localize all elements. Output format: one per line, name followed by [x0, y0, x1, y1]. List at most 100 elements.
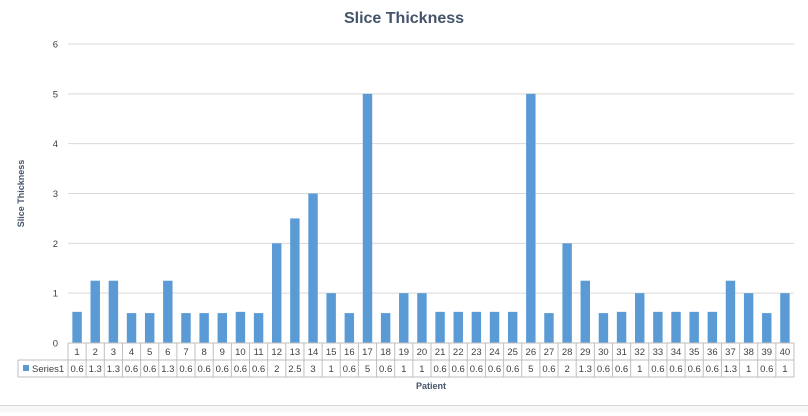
bar	[707, 311, 718, 343]
bar	[598, 313, 609, 343]
data-label: 5	[365, 364, 370, 375]
bar	[580, 280, 590, 343]
x-tick-label: 4	[129, 347, 134, 358]
data-label: 0.6	[506, 364, 519, 375]
bar	[562, 243, 572, 343]
x-tick-label: 28	[562, 347, 573, 358]
bar	[181, 313, 191, 343]
data-label: 1	[782, 364, 787, 375]
x-tick-label: 21	[435, 347, 446, 358]
data-label: 0.6	[216, 364, 229, 375]
bar	[308, 193, 318, 343]
data-label: 0.6	[470, 364, 483, 375]
data-label: 0.6	[688, 364, 701, 375]
x-tick-label: 24	[489, 347, 500, 358]
data-label: 0.6	[542, 364, 555, 375]
x-tick-label: 38	[743, 347, 754, 358]
data-label: 1	[329, 364, 334, 375]
bar	[780, 293, 790, 343]
bar	[362, 93, 373, 343]
data-label: 0.6	[234, 364, 247, 375]
x-tick-label: 37	[725, 347, 736, 358]
x-tick-label: 19	[398, 347, 409, 358]
x-tick-label: 33	[653, 347, 664, 358]
x-tick-label: 36	[707, 347, 718, 358]
bar	[235, 311, 246, 343]
bar	[199, 313, 209, 343]
x-tick-label: 31	[616, 347, 627, 358]
x-tick-label: 16	[344, 347, 355, 358]
data-label: 1	[401, 364, 406, 375]
data-label: 1.3	[579, 364, 592, 375]
y-tick-label: 3	[53, 189, 58, 200]
data-label: 0.6	[706, 364, 719, 375]
data-label: 1.3	[161, 364, 174, 375]
x-tick-label: 14	[308, 347, 319, 358]
x-tick-label: 39	[761, 347, 772, 358]
x-axis-title: Patient	[416, 381, 446, 391]
bar	[616, 311, 627, 343]
bar	[653, 311, 663, 343]
x-tick-label: 23	[471, 347, 482, 358]
y-tick-label: 2	[53, 239, 58, 250]
x-tick-label: 20	[417, 347, 428, 358]
x-tick-label: 25	[507, 347, 518, 358]
bar	[290, 218, 300, 343]
x-tick-label: 26	[526, 347, 537, 358]
data-label: 0.6	[343, 364, 356, 375]
bar	[435, 311, 445, 343]
x-tick-label: 3	[111, 347, 116, 358]
x-tick-label: 17	[362, 347, 373, 358]
x-tick-label: 34	[671, 347, 682, 358]
x-tick-label: 32	[634, 347, 645, 358]
data-label: 3	[310, 364, 315, 375]
data-label: 0.6	[669, 364, 682, 375]
x-tick-label: 8	[201, 347, 206, 358]
bar	[725, 280, 736, 343]
x-tick-label: 7	[183, 347, 188, 358]
data-label: 0.6	[179, 364, 192, 375]
data-label: 0.6	[143, 364, 156, 375]
x-tick-label: 13	[290, 347, 301, 358]
bar	[417, 293, 427, 343]
y-tick-label: 6	[53, 40, 58, 51]
data-label: 0.6	[615, 364, 628, 375]
bar	[272, 243, 282, 343]
data-label: 0.6	[379, 364, 392, 375]
bar	[743, 293, 754, 343]
bar	[399, 293, 409, 343]
bar	[344, 313, 355, 343]
data-label: 0.6	[198, 364, 211, 375]
y-tick-label: 5	[53, 89, 58, 100]
bar	[253, 313, 264, 343]
x-tick-label: 40	[780, 347, 791, 358]
y-tick-label: 4	[53, 139, 58, 150]
bar	[108, 280, 119, 343]
bar	[90, 280, 100, 343]
bar	[526, 93, 536, 343]
data-label: 1	[637, 364, 642, 375]
x-tick-label: 29	[580, 347, 591, 358]
data-label: 0.6	[70, 364, 83, 375]
bar	[689, 311, 699, 343]
bar	[507, 311, 518, 343]
bar	[217, 313, 227, 343]
y-tick-label: 0	[53, 339, 58, 350]
bar	[144, 313, 155, 343]
x-tick-label: 1	[74, 347, 79, 358]
data-label: 0.6	[125, 364, 138, 375]
data-label: 0.6	[760, 364, 773, 375]
bar	[326, 293, 336, 343]
bar	[762, 313, 772, 343]
x-tick-label: 10	[235, 347, 246, 358]
data-label: 0.6	[452, 364, 465, 375]
x-tick-label: 18	[380, 347, 391, 358]
bar	[126, 313, 137, 343]
bar	[380, 313, 391, 343]
data-label: 1.3	[724, 364, 737, 375]
x-tick-label: 22	[453, 347, 464, 358]
x-tick-label: 15	[326, 347, 337, 358]
data-label: 1.3	[107, 364, 120, 375]
